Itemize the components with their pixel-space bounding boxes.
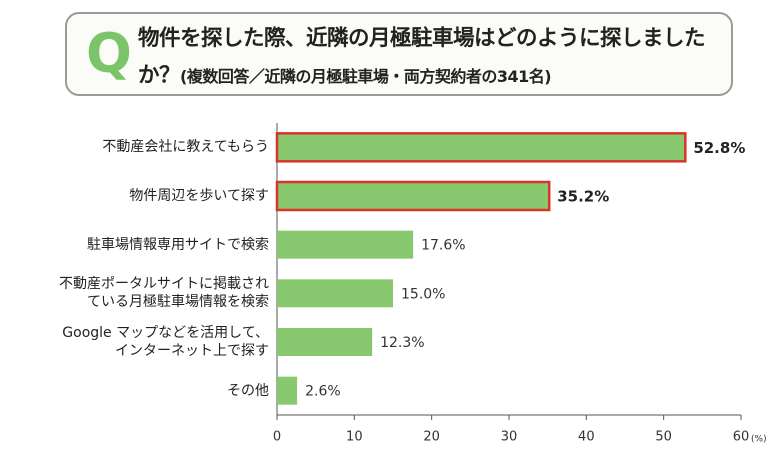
title-block: 物件を探した際、近隣の月極駐車場はどのように探しましたか？(複数回答／近隣の月極…	[138, 20, 730, 95]
bar	[277, 279, 393, 308]
category-label: 不動産ポータルサイトに掲載され ている月極駐車場情報を検索	[59, 276, 269, 311]
x-axis-label: (%)	[751, 435, 767, 445]
bar	[275, 180, 551, 212]
category-label: 駐車場情報専用サイトで検索	[87, 236, 269, 253]
chart-subtitle: (複数回答／近隣の月極駐車場・両方契約者の341名)	[180, 67, 552, 86]
x-tick-label: 30	[501, 430, 518, 445]
value-label: 15.0%	[401, 286, 445, 302]
x-tick-label: 40	[578, 430, 595, 445]
category-label: 不動産会社に教えてもらう	[102, 139, 269, 156]
x-tick-label: 60	[733, 430, 750, 445]
chart-title: 物件を探した際、近隣の月極駐車場はどのように探しましたか？	[138, 26, 706, 88]
q-icon: Q	[86, 22, 132, 85]
category-label: Google マップなどを活用して、 インターネット上で探す	[62, 325, 269, 359]
x-tick-label: 20	[423, 430, 440, 445]
value-label: 35.2%	[557, 188, 609, 206]
x-tick-label: 0	[273, 430, 281, 445]
category-label: 物件周辺を歩いて探す	[129, 188, 269, 204]
bar	[275, 132, 687, 163]
value-label: 52.8%	[693, 139, 745, 157]
value-label: 12.3%	[380, 335, 424, 351]
bar	[277, 328, 373, 356]
value-label: 17.6%	[421, 238, 465, 254]
x-tick-label: 10	[346, 430, 363, 445]
category-label: その他	[227, 382, 269, 399]
bar	[277, 376, 298, 405]
x-tick-label: 50	[655, 430, 672, 445]
title-box	[65, 12, 733, 96]
value-label: 2.6%	[305, 384, 341, 400]
bar	[277, 230, 414, 259]
